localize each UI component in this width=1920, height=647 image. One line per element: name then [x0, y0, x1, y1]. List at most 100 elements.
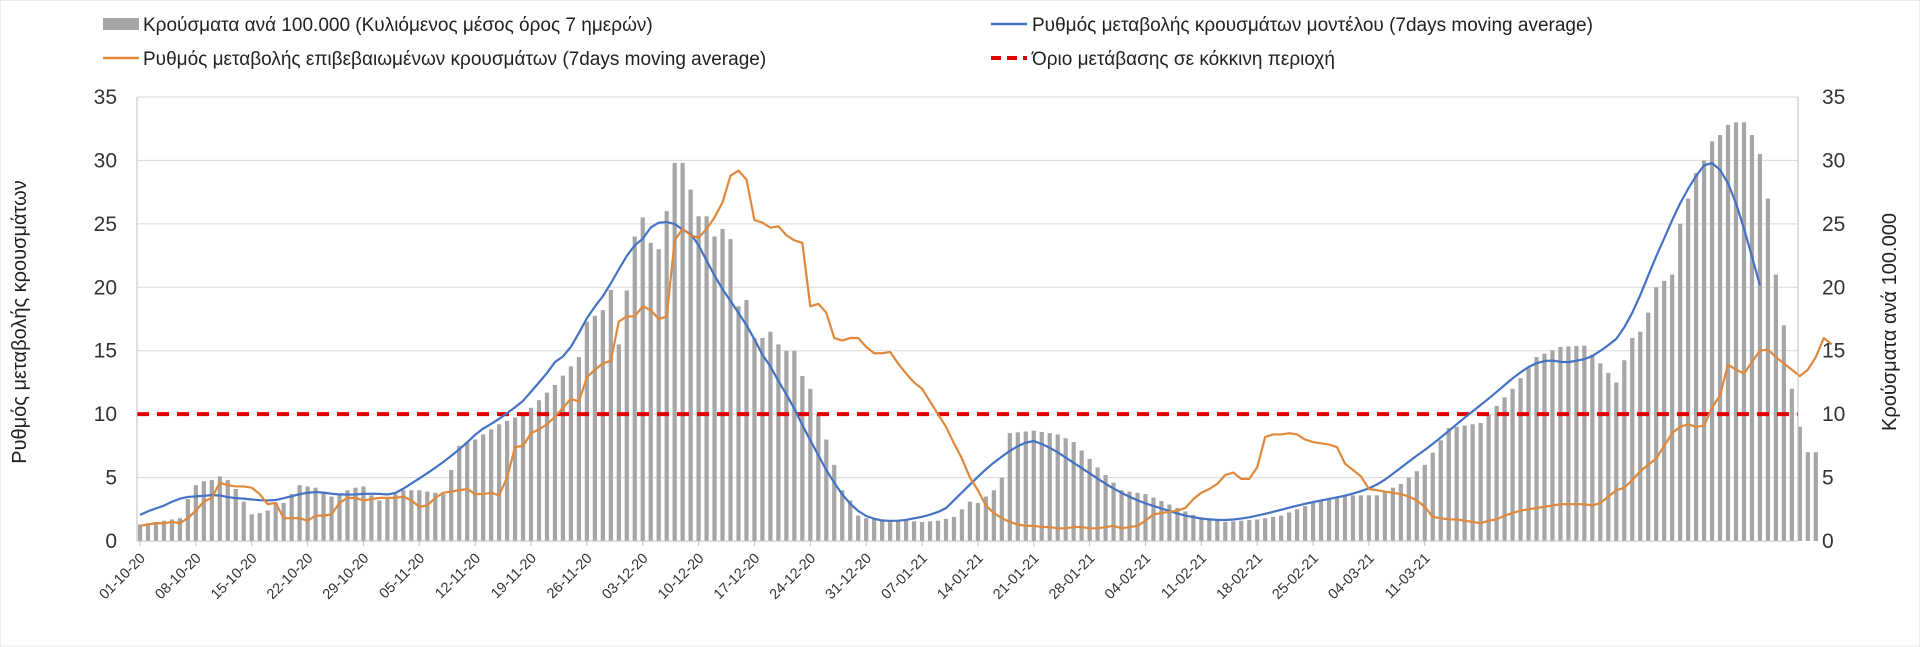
bar: [1143, 494, 1148, 541]
bar: [1542, 353, 1547, 541]
bar: [1494, 405, 1499, 541]
bar: [991, 490, 996, 541]
bar: [1310, 502, 1316, 541]
bar: [1167, 504, 1172, 541]
bar: [688, 189, 693, 542]
bar: [385, 497, 390, 541]
bar: [1701, 160, 1707, 541]
bar: [704, 216, 709, 541]
bar: [1590, 354, 1595, 541]
bar: [1271, 516, 1276, 541]
bar: [1670, 274, 1675, 541]
bar: [640, 217, 645, 541]
bar: [313, 487, 318, 541]
bar: [1733, 122, 1739, 542]
y-tick-label-right: 30: [1822, 149, 1845, 172]
bar: [1127, 491, 1132, 541]
bar: [999, 477, 1004, 541]
bar: [1039, 431, 1044, 541]
bar: [1279, 515, 1284, 541]
bar: [983, 496, 988, 541]
bar: [792, 350, 797, 541]
y-tick-label-left: 30: [94, 149, 117, 172]
bar: [233, 488, 238, 541]
bar: [896, 520, 901, 541]
y-tick-label-right: 15: [1822, 340, 1845, 363]
bar: [377, 500, 382, 541]
bar: [592, 315, 597, 541]
bar: [927, 521, 933, 541]
bar: [297, 485, 302, 541]
bar: [856, 515, 861, 541]
bar: [903, 520, 909, 541]
bar: [656, 249, 661, 542]
bar: [776, 344, 781, 541]
legend-swatch-bars: [103, 18, 139, 30]
bar: [225, 480, 230, 541]
bar: [1031, 430, 1036, 541]
bar: [1247, 520, 1252, 541]
bar: [1638, 331, 1643, 541]
bar: [1805, 452, 1810, 541]
bar: [1295, 509, 1300, 541]
y-tick-label-right: 25: [1822, 213, 1845, 236]
bar: [1318, 500, 1324, 541]
bar: [273, 502, 278, 541]
bar: [864, 518, 869, 541]
bar: [1717, 135, 1723, 541]
bar: [784, 350, 789, 541]
bar: [1725, 124, 1731, 541]
bar: [504, 420, 510, 541]
bar: [361, 486, 366, 541]
legend-label-bars: Κρούσματα ανά 100.000 (Κυλιόμενος μέσος …: [143, 15, 653, 36]
bar: [1382, 491, 1387, 541]
bar: [409, 490, 414, 541]
bar: [1566, 346, 1571, 541]
y-tick-label-left: 35: [94, 86, 117, 109]
bar: [824, 439, 829, 541]
legend: Κρούσματα ανά 100.000 (Κυλιόμενος μέσος …: [103, 15, 1593, 70]
bar: [736, 306, 741, 541]
y-ticks-left: 0 5 10 15 20 25 30 35: [94, 86, 117, 553]
bar: [417, 490, 422, 541]
bar: [1781, 325, 1786, 541]
bar: [1773, 274, 1778, 541]
bar: [800, 376, 805, 541]
bar: [1183, 511, 1188, 541]
bar: [337, 494, 342, 541]
bar: [1207, 519, 1212, 541]
bar: [528, 407, 534, 541]
bar: [1263, 518, 1268, 541]
bar: [1478, 423, 1483, 541]
bar: [1358, 495, 1364, 541]
bar: [345, 490, 350, 541]
bar: [840, 490, 845, 541]
bar: [808, 388, 813, 541]
bar: [648, 242, 653, 541]
bar: [433, 492, 438, 541]
bar: [1582, 345, 1587, 541]
bar: [457, 445, 462, 541]
y-tick-label-left: 25: [94, 213, 117, 236]
bar: [1709, 141, 1715, 541]
y-tick-label-right: 35: [1822, 86, 1845, 109]
bar: [425, 491, 430, 541]
bar: [1119, 490, 1124, 541]
bar: [401, 490, 406, 541]
y-tick-label-right: 10: [1822, 403, 1845, 426]
bar: [1558, 346, 1563, 541]
bar: [1765, 198, 1771, 542]
bar: [1749, 135, 1755, 541]
bar: [1159, 501, 1164, 541]
bar: [441, 494, 446, 541]
bar: [393, 494, 398, 541]
bar: [281, 502, 286, 541]
bar: [1071, 442, 1076, 541]
bar: [1741, 122, 1747, 542]
bar: [1789, 388, 1794, 541]
bar: [1135, 492, 1140, 541]
bar: [1574, 346, 1579, 541]
bar: [1662, 280, 1667, 541]
bar: [1550, 350, 1555, 541]
bar: [329, 496, 334, 541]
